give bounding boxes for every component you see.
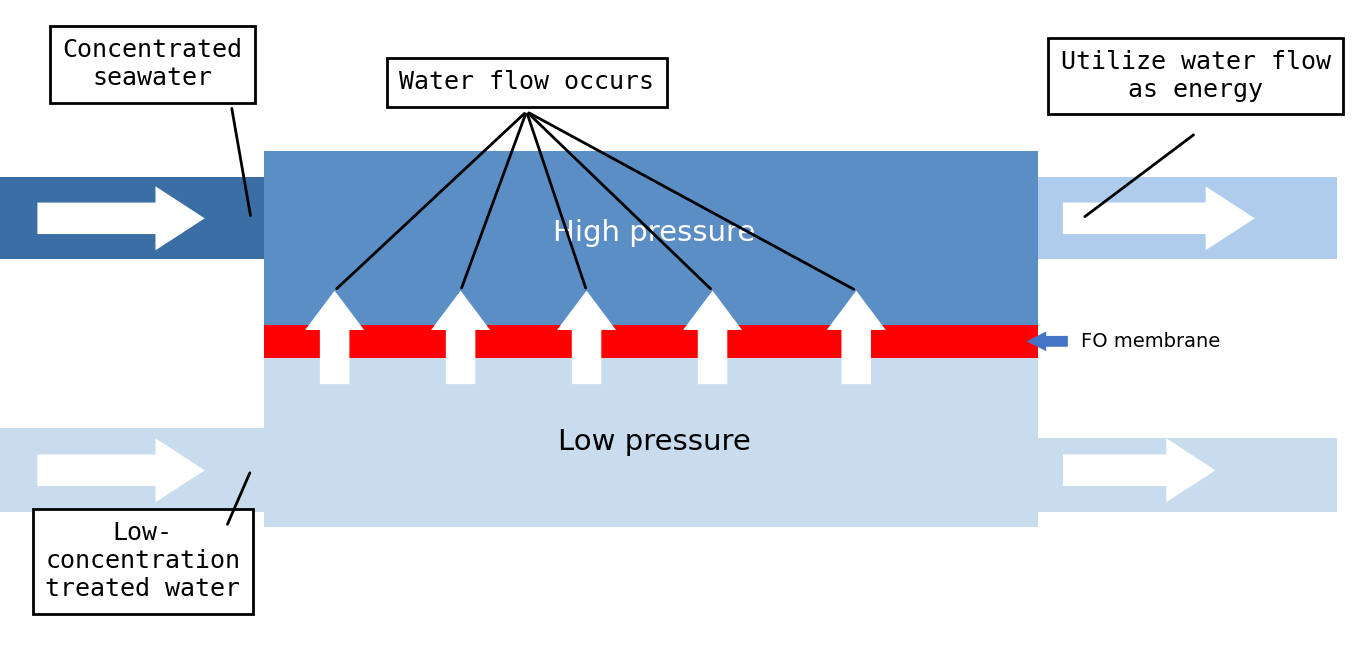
FancyArrow shape <box>683 291 741 384</box>
FancyArrow shape <box>557 291 617 384</box>
Text: Low-
concentration
treated water: Low- concentration treated water <box>45 522 240 601</box>
Polygon shape <box>1039 177 1336 259</box>
Polygon shape <box>0 428 263 512</box>
Text: Low pressure: Low pressure <box>558 428 751 456</box>
Polygon shape <box>263 325 1039 357</box>
Text: Water flow occurs: Water flow occurs <box>399 70 655 94</box>
FancyArrow shape <box>306 291 364 384</box>
FancyArrow shape <box>1063 438 1215 502</box>
Text: High pressure: High pressure <box>553 219 755 247</box>
Polygon shape <box>263 348 1039 527</box>
Text: Utilize water flow
as energy: Utilize water flow as energy <box>1061 50 1331 102</box>
Polygon shape <box>263 151 1039 335</box>
FancyArrow shape <box>1063 186 1255 250</box>
Text: Concentrated
seawater: Concentrated seawater <box>62 38 243 90</box>
FancyArrow shape <box>1027 332 1067 351</box>
FancyArrow shape <box>827 291 885 384</box>
FancyArrow shape <box>38 438 205 502</box>
Polygon shape <box>0 177 263 259</box>
FancyArrow shape <box>430 291 490 384</box>
FancyArrow shape <box>38 186 205 250</box>
Polygon shape <box>1039 438 1336 512</box>
Text: FO membrane: FO membrane <box>1081 332 1219 351</box>
